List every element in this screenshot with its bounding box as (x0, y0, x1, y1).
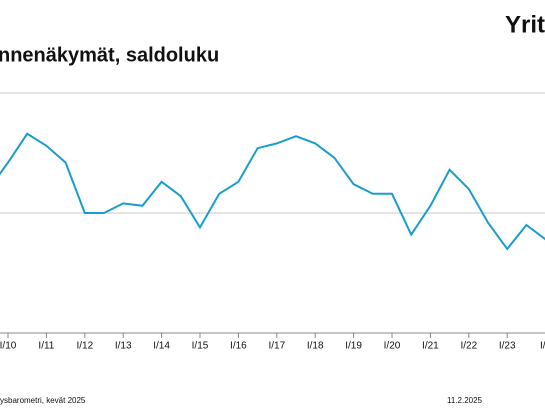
x-tick-label: I/20 (384, 341, 401, 352)
x-tick-label: I/15 (192, 341, 209, 352)
x-tick-label: I/21 (422, 341, 439, 352)
x-tick-label: I/19 (345, 341, 362, 352)
x-tick-label: I/12 (76, 341, 93, 352)
x-tick-label: I/22 (460, 341, 477, 352)
x-tick-label: I/2 (540, 341, 545, 352)
x-tick-label: I/14 (153, 341, 170, 352)
footer-date: 11.2.2025 (447, 396, 483, 405)
logo: Yrit (505, 11, 545, 38)
x-tick-label: I/11 (38, 341, 54, 352)
chart-title: nnenäkymät, saldoluku (0, 44, 219, 66)
x-tick-label: I/13 (115, 341, 132, 352)
line (0, 132, 545, 251)
x-tick-label: I/23 (499, 341, 516, 352)
x-tick-label: I/16 (230, 341, 247, 352)
footer-source: ysbarometri, kevät 2025 (0, 396, 86, 405)
x-tick-label: I/10 (0, 341, 17, 352)
x-tick-label: I/18 (307, 341, 324, 352)
x-tick-label: I/17 (268, 341, 285, 352)
